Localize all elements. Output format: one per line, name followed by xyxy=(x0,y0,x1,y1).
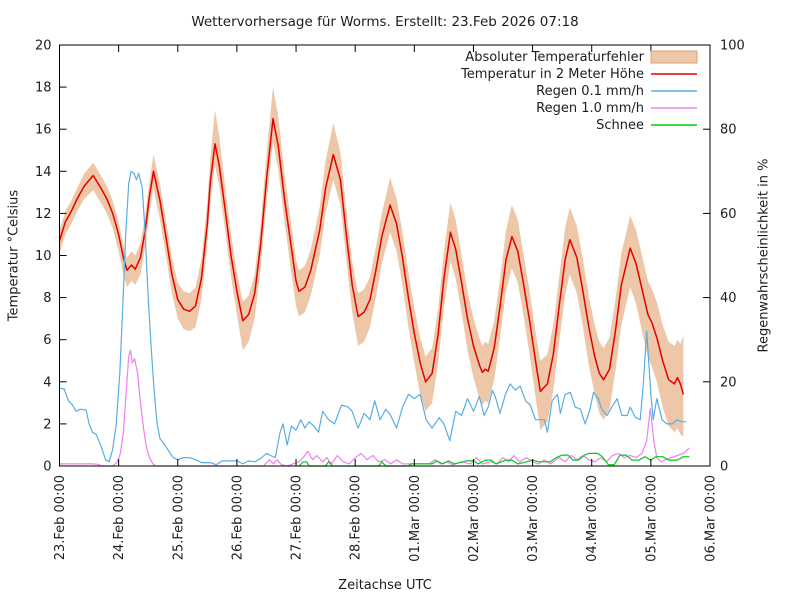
left-tick-label: 10 xyxy=(35,249,52,264)
left-tick-label: 12 xyxy=(35,207,52,222)
x-tick-label: 06.Mar 00:00 xyxy=(704,475,719,562)
x-tick-label: 01.Mar 00:00 xyxy=(408,475,423,562)
legend-label: Regen 1.0 mm/h xyxy=(536,101,644,116)
left-tick-label: 2 xyxy=(43,417,51,432)
x-tick-label: 27.Feb 00:00 xyxy=(290,475,305,560)
x-tick-label: 25.Feb 00:00 xyxy=(171,475,186,560)
x-tick-label: 24.Feb 00:00 xyxy=(112,475,127,560)
right-tick-label: 60 xyxy=(720,207,737,222)
rain-01-line xyxy=(59,170,687,466)
right-tick-label: 40 xyxy=(720,291,737,306)
legend-label: Absoluter Temperaturfehler xyxy=(465,50,644,65)
left-tick-label: 18 xyxy=(35,81,52,96)
left-tick-label: 0 xyxy=(43,460,51,475)
x-tick-label: 03.Mar 00:00 xyxy=(526,475,541,562)
legend-label: Temperatur in 2 Meter Höhe xyxy=(460,67,644,82)
snow-line xyxy=(298,452,690,467)
x-tick-label: 04.Mar 00:00 xyxy=(585,475,600,562)
left-tick-label: 16 xyxy=(35,123,52,138)
x-tick-label: 23.Feb 00:00 xyxy=(53,475,68,560)
left-axis-title: Temperatur °Celsius xyxy=(6,189,22,322)
left-tick-label: 14 xyxy=(35,165,52,180)
x-axis-title: Zeitachse UTC xyxy=(338,578,432,593)
legend-label: Regen 0.1 mm/h xyxy=(536,84,644,99)
legend-band-swatch xyxy=(650,50,698,64)
right-tick-label: 20 xyxy=(720,375,737,390)
x-tick-label: 26.Feb 00:00 xyxy=(230,475,245,560)
left-tick-label: 4 xyxy=(43,375,51,390)
legend-label: Schnee xyxy=(596,118,644,133)
chart-title: Wettervorhersage für Worms. Erstellt: 23… xyxy=(191,14,579,30)
temperature-line xyxy=(58,117,685,395)
x-tick-label: 28.Feb 00:00 xyxy=(349,475,364,560)
right-tick-label: 100 xyxy=(720,39,745,54)
x-tick-label: 05.Mar 00:00 xyxy=(644,475,659,562)
left-tick-label: 20 xyxy=(35,39,52,54)
right-axis-title: Regenwahrscheinlichkeit in % xyxy=(756,158,772,353)
right-tick-label: 80 xyxy=(720,123,737,138)
right-tick-label: 0 xyxy=(720,460,728,475)
left-tick-label: 6 xyxy=(43,333,51,348)
left-tick-label: 8 xyxy=(43,291,51,306)
x-tick-label: 02.Mar 00:00 xyxy=(467,475,482,562)
